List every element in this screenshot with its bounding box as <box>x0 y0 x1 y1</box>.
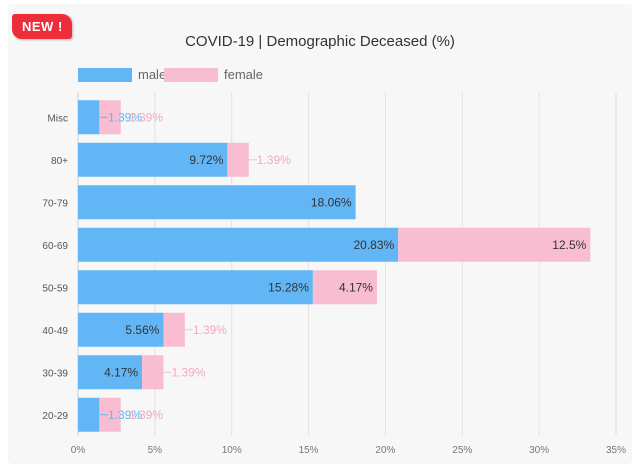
bar-female <box>99 100 121 135</box>
category-label: 40-49 <box>42 326 68 337</box>
data-label-male: 4.17% <box>104 365 138 379</box>
bar-female <box>227 142 249 177</box>
legend-swatch-male <box>78 68 132 82</box>
new-badge: NEW ! <box>12 14 72 39</box>
data-label-male: 5.56% <box>125 323 159 337</box>
bar-male <box>78 100 100 135</box>
x-tick-label: 35% <box>606 445 626 456</box>
bar-male <box>78 227 399 262</box>
chart-title: COVID-19 | Demographic Deceased (%) <box>185 33 455 50</box>
category-label: 60-69 <box>42 241 68 252</box>
data-label-male: 1.39% <box>108 110 142 124</box>
bar-female <box>398 227 591 262</box>
bar-female <box>163 312 185 347</box>
bar-female <box>99 397 121 432</box>
legend-label-male: male <box>138 67 167 82</box>
data-label-female: 1.39% <box>129 110 163 124</box>
data-label-male: 1.39% <box>108 408 142 422</box>
bar-male <box>78 270 313 305</box>
x-tick-label: 15% <box>299 445 319 456</box>
category-label: 80+ <box>51 156 68 167</box>
x-tick-label: 10% <box>222 445 242 456</box>
legend-label-female: female <box>224 67 264 82</box>
bar-male <box>78 397 100 432</box>
bar-male <box>78 312 164 347</box>
data-label-male: 18.06% <box>311 195 352 209</box>
data-label-male: 15.28% <box>268 280 309 294</box>
x-tick-label: 5% <box>148 445 163 456</box>
data-label-female: 4.17% <box>339 280 373 294</box>
bar-female <box>142 355 164 390</box>
category-label: 70-79 <box>42 198 68 209</box>
legend-swatch-female <box>164 68 218 82</box>
bar-female <box>312 270 377 305</box>
category-label: 50-59 <box>42 283 68 294</box>
x-tick-label: 0% <box>71 445 86 456</box>
category-label: 20-29 <box>42 411 68 422</box>
data-label-female: 12.5% <box>552 238 586 252</box>
data-label-female: 1.39% <box>171 365 205 379</box>
data-label-male: 20.83% <box>353 238 394 252</box>
data-label-female: 1.39% <box>257 153 291 167</box>
bar-male <box>78 142 228 177</box>
bar-male <box>78 185 356 220</box>
x-tick-label: 20% <box>375 445 395 456</box>
x-tick-label: 30% <box>529 445 549 456</box>
data-label-female: 1.39% <box>129 408 163 422</box>
x-tick-label: 25% <box>452 445 472 456</box>
bar-male <box>78 355 143 390</box>
category-label: 30-39 <box>42 368 68 379</box>
data-label-male: 9.72% <box>189 153 223 167</box>
data-label-female: 1.39% <box>193 323 227 337</box>
category-label: Misc <box>47 113 68 124</box>
